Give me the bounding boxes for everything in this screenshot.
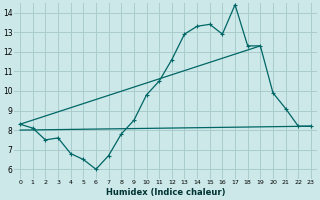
- X-axis label: Humidex (Indice chaleur): Humidex (Indice chaleur): [106, 188, 225, 197]
